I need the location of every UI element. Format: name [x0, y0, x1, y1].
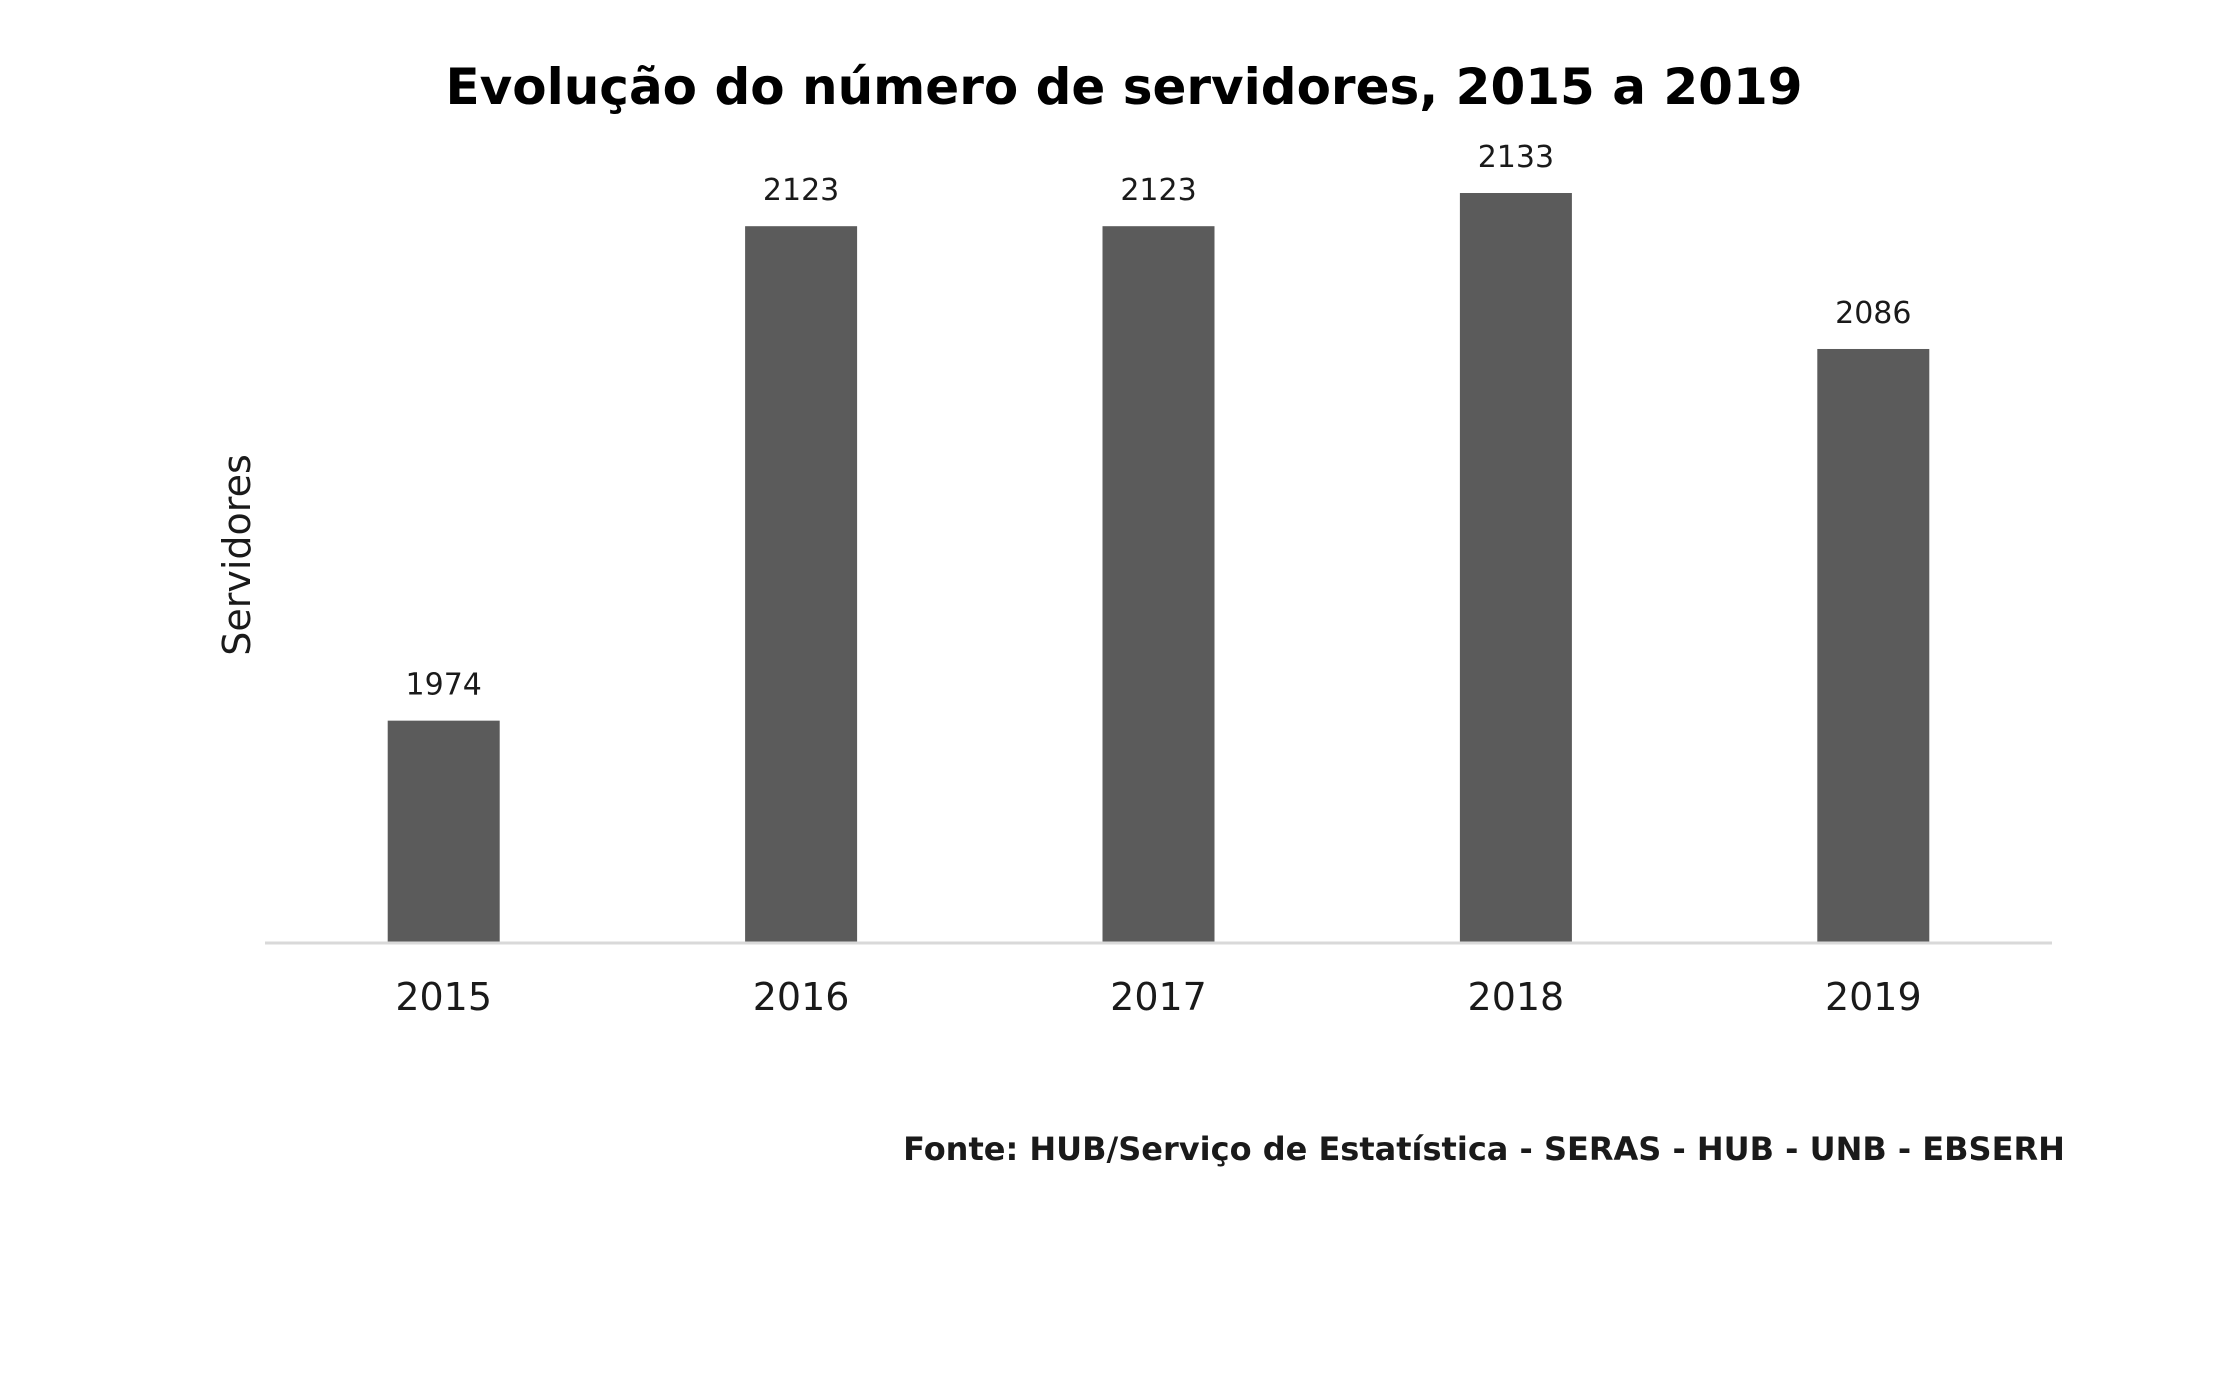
- bars-group: [387, 193, 1930, 944]
- bar-2016: [745, 226, 858, 943]
- chart-title: Evolução do número de servidores, 2015 a…: [445, 58, 1802, 116]
- x-tick-label-2017: 2017: [1110, 975, 1207, 1019]
- data-label-2018: 2133: [1478, 140, 1554, 175]
- x-tick-label-2019: 2019: [1825, 975, 1922, 1019]
- x-tick-label-2018: 2018: [1468, 975, 1565, 1019]
- bar-2019: [1817, 348, 1930, 943]
- bar-2017: [1102, 226, 1215, 943]
- data-labels-group: 1974 2123 2123 2133 2086: [406, 140, 1912, 703]
- bar-2018: [1459, 193, 1572, 944]
- bar-2015: [387, 720, 500, 943]
- data-label-2017: 2123: [1120, 173, 1196, 208]
- data-label-2016: 2123: [763, 173, 839, 208]
- x-tick-labels-group: 2015 2016 2017 2018 2019: [395, 975, 1921, 1019]
- x-tick-label-2015: 2015: [395, 975, 492, 1019]
- data-label-2019: 2086: [1835, 296, 1911, 331]
- y-axis-label: Servidores: [215, 454, 259, 656]
- data-label-2015: 1974: [406, 668, 482, 703]
- source-note: Fonte: HUB/Serviço de Estatística - SERA…: [903, 1130, 2065, 1168]
- x-tick-label-2016: 2016: [753, 975, 850, 1019]
